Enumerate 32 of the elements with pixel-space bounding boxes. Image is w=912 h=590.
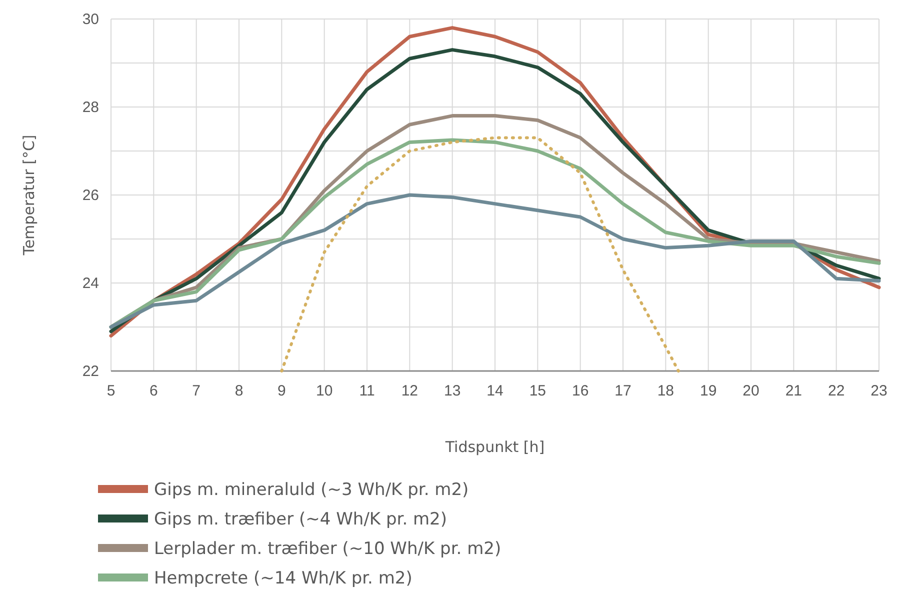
x-tick-label: 11 — [359, 382, 375, 400]
x-tick-label: 21 — [785, 382, 802, 400]
x-tick-label: 8 — [234, 382, 244, 400]
x-tick-label: 6 — [149, 382, 158, 400]
x-tick-label: 9 — [277, 382, 286, 400]
legend-label: Gips m. træfiber (~4 Wh/K pr. m2) — [154, 510, 448, 530]
x-tick-label: 7 — [192, 382, 201, 400]
x-tick-label: 19 — [700, 382, 717, 400]
x-tick-label: 5 — [106, 382, 116, 400]
x-tick-label: 17 — [614, 382, 632, 400]
x-tick-label: 23 — [870, 382, 888, 400]
x-tick-label: 15 — [529, 382, 546, 400]
y-tick-label: 26 — [82, 186, 99, 204]
line-series — [280, 136, 680, 372]
x-tick-label: 20 — [742, 382, 760, 400]
legend-label: Lerplader m. træfiber (~10 Wh/K pr. m2) — [154, 539, 502, 559]
x-tick-label: 14 — [486, 382, 504, 400]
line-series — [109, 193, 881, 329]
y-tick-label: 22 — [82, 362, 99, 380]
y-tick-label: 28 — [82, 98, 99, 116]
x-tick-label: 16 — [572, 382, 589, 400]
x-tick-label: 22 — [828, 382, 845, 400]
legend-label: Hempcrete (~14 Wh/K pr. m2) — [154, 568, 412, 588]
x-tick-label: 12 — [401, 382, 418, 400]
y-axis-title: Temperatur [°C] — [20, 134, 38, 256]
x-tick-label: 13 — [444, 382, 461, 400]
x-axis-title: Tidspunkt [h] — [444, 438, 545, 456]
y-tick-label: 24 — [82, 274, 99, 292]
x-tick-label: 18 — [657, 382, 674, 400]
legend-label: Gips m. mineraluld (~3 Wh/K pr. m2) — [154, 480, 469, 500]
x-tick-label: 10 — [316, 382, 333, 400]
y-tick-label: 30 — [82, 10, 99, 28]
